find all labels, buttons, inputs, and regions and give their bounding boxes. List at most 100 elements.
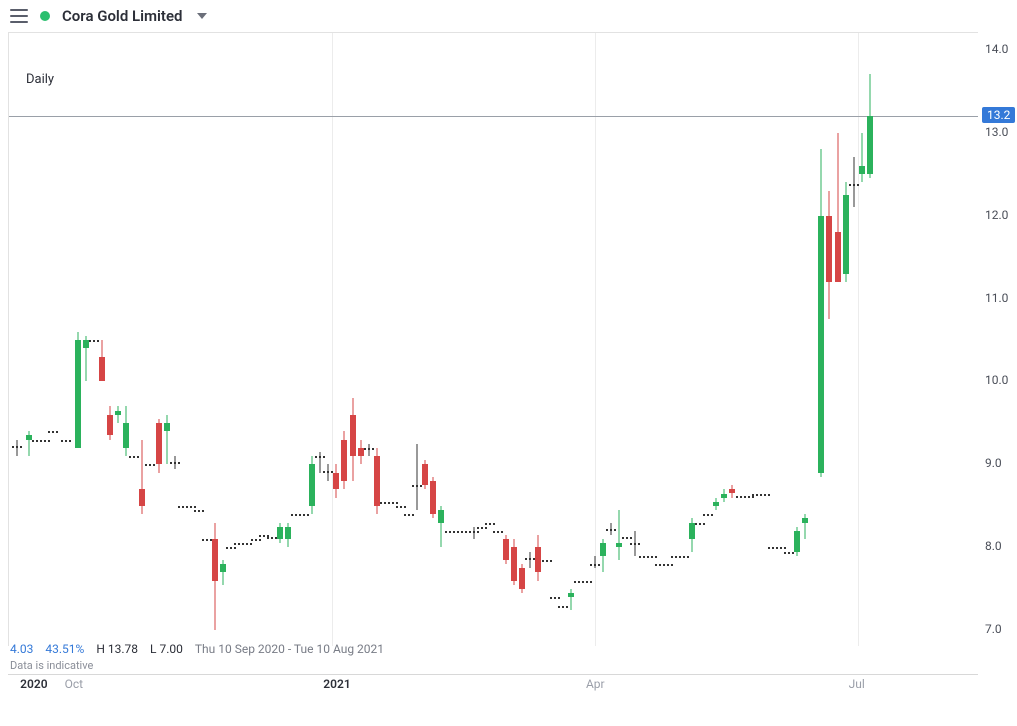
x-tick-label: 2020 bbox=[20, 677, 47, 691]
y-tick-label: 8.0 bbox=[985, 539, 1002, 553]
candle-doji bbox=[622, 537, 632, 539]
candle-up bbox=[802, 518, 808, 522]
x-tick-label: Jul bbox=[849, 677, 865, 691]
current-price-line bbox=[9, 116, 978, 117]
candle-up bbox=[123, 423, 129, 448]
candle-wick bbox=[17, 440, 18, 457]
candle-doji bbox=[299, 514, 309, 516]
candle-wick bbox=[368, 444, 369, 456]
y-tick-label: 12.0 bbox=[985, 208, 1008, 222]
symbol-title[interactable]: Cora Gold Limited bbox=[62, 7, 183, 25]
x-tick-label: Oct bbox=[65, 677, 83, 691]
candle-down bbox=[107, 415, 113, 436]
candle-doji bbox=[388, 502, 398, 504]
grid-vertical bbox=[332, 33, 333, 646]
candle-doji bbox=[493, 531, 503, 533]
candle-down bbox=[729, 489, 735, 493]
candle-doji bbox=[89, 340, 99, 342]
x-tick-label: Apr bbox=[586, 677, 605, 691]
candle-doji bbox=[550, 597, 560, 599]
price-change: 4.03 bbox=[10, 642, 33, 656]
candle-doji bbox=[48, 431, 58, 433]
candle-up bbox=[616, 543, 622, 547]
candle-wick bbox=[635, 531, 636, 556]
candle-doji bbox=[186, 506, 196, 508]
candle-up bbox=[600, 543, 606, 555]
chart-plot[interactable] bbox=[8, 32, 978, 646]
candle-up bbox=[859, 166, 865, 174]
candle-up bbox=[164, 423, 170, 431]
candle-down bbox=[511, 547, 517, 580]
candle-wick bbox=[320, 452, 321, 473]
candle-doji bbox=[129, 456, 139, 458]
candle-doji bbox=[679, 556, 689, 558]
candle-wick bbox=[328, 464, 329, 481]
candle-up bbox=[277, 527, 283, 539]
x-tick-label: 2021 bbox=[323, 677, 350, 691]
candle-doji bbox=[477, 527, 487, 529]
candle-doji bbox=[485, 523, 495, 525]
candle-doji bbox=[404, 514, 414, 516]
candle-down bbox=[139, 489, 145, 506]
candle-up bbox=[75, 340, 81, 448]
candle-up bbox=[309, 464, 315, 505]
candle-down bbox=[374, 456, 380, 506]
y-tick-label: 7.0 bbox=[985, 622, 1002, 636]
menu-icon[interactable] bbox=[10, 9, 28, 23]
y-tick-label: 11.0 bbox=[985, 291, 1008, 305]
info-bar: 4.03 43.51% H 13.78 L 7.00 Thu 10 Sep 20… bbox=[10, 642, 384, 656]
candle-down bbox=[212, 539, 218, 580]
candle-down bbox=[156, 423, 162, 464]
candle-up bbox=[721, 494, 727, 498]
candle-doji bbox=[542, 560, 552, 562]
grid-vertical bbox=[858, 33, 859, 646]
candle-doji bbox=[145, 464, 155, 466]
candle-up bbox=[713, 502, 719, 506]
symbol-dropdown-icon[interactable] bbox=[197, 13, 207, 19]
y-tick-label: 14.0 bbox=[985, 42, 1008, 56]
candle-wick bbox=[611, 523, 612, 535]
grid-vertical bbox=[595, 33, 596, 646]
candle-up bbox=[285, 527, 291, 539]
candle-doji bbox=[267, 537, 277, 539]
candle-wick bbox=[174, 456, 175, 468]
candle-wick bbox=[473, 527, 474, 539]
candle-up bbox=[220, 564, 226, 572]
candle-doji bbox=[647, 556, 657, 558]
candle-doji bbox=[760, 494, 770, 496]
candle-up bbox=[867, 116, 873, 174]
candle-wick bbox=[619, 510, 620, 560]
candle-up bbox=[843, 195, 849, 274]
low-label: L 7.00 bbox=[150, 642, 183, 656]
candle-up bbox=[568, 593, 574, 597]
candle-doji bbox=[61, 440, 71, 442]
candle-down bbox=[519, 568, 525, 589]
candle-down bbox=[350, 415, 356, 456]
y-tick-label: 13.0 bbox=[985, 125, 1008, 139]
candle-doji bbox=[226, 547, 236, 549]
candle-up bbox=[794, 531, 800, 552]
top-bar: Cora Gold Limited bbox=[0, 0, 1017, 32]
candle-up bbox=[818, 216, 824, 473]
candle-down bbox=[835, 232, 841, 282]
candle-wick bbox=[570, 589, 571, 610]
timeframe-label[interactable]: Daily bbox=[26, 72, 54, 87]
price-change-pct: 43.51% bbox=[45, 642, 84, 656]
candle-doji bbox=[703, 514, 713, 516]
candle-wick bbox=[853, 157, 854, 207]
status-dot bbox=[40, 11, 50, 21]
x-axis[interactable]: 2020 Oct 2021 Apr Jul bbox=[8, 674, 978, 692]
candle-doji bbox=[251, 539, 261, 541]
candle-down bbox=[826, 216, 832, 282]
candle-down bbox=[422, 464, 428, 485]
candle-doji bbox=[784, 552, 794, 554]
candle-wick bbox=[861, 133, 862, 183]
candle-doji bbox=[744, 496, 754, 498]
candle-doji bbox=[695, 523, 705, 525]
candle-doji bbox=[776, 547, 786, 549]
candle-wick bbox=[530, 552, 531, 569]
candle-doji bbox=[396, 506, 406, 508]
date-range: Thu 10 Sep 2020 - Tue 10 Aug 2021 bbox=[195, 642, 384, 656]
candle-doji bbox=[202, 539, 212, 541]
chart-area[interactable]: Daily 7.08.09.010.011.012.013.014.0 13.2… bbox=[0, 32, 1017, 692]
